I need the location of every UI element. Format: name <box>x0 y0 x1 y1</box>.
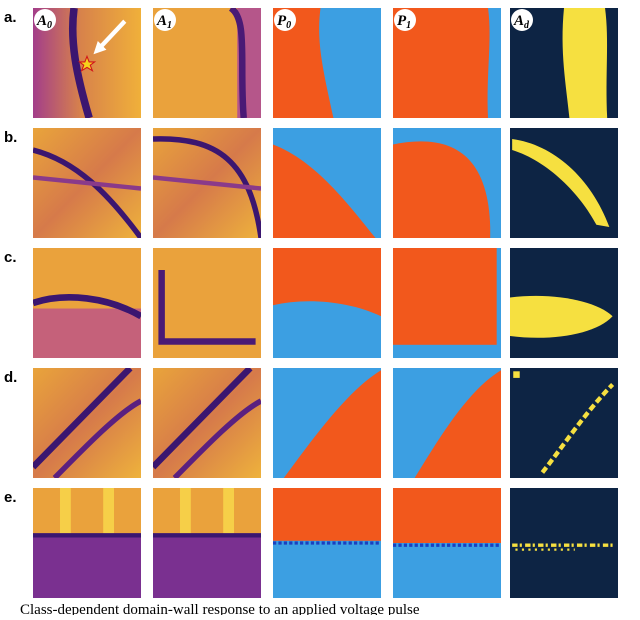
shape <box>153 175 261 191</box>
panel <box>510 248 618 358</box>
shape <box>393 543 501 598</box>
shape <box>68 8 93 118</box>
panel <box>33 128 141 238</box>
shape <box>273 248 381 317</box>
shape <box>33 368 141 478</box>
shape <box>393 141 491 238</box>
shape <box>540 382 615 474</box>
shape <box>228 8 247 118</box>
shape <box>153 534 261 598</box>
shape: A <box>513 13 524 29</box>
shape <box>154 9 176 31</box>
shape <box>52 398 141 478</box>
shape <box>158 270 256 345</box>
panel <box>510 368 618 478</box>
row-label: c. <box>4 249 17 266</box>
shape <box>274 9 296 31</box>
shape <box>153 368 261 478</box>
panel <box>273 488 381 598</box>
shape: 1 <box>406 20 411 31</box>
shape <box>510 295 613 338</box>
column-label: A1 <box>156 13 172 31</box>
shape <box>60 488 71 535</box>
shape <box>172 398 261 478</box>
panel <box>33 368 141 478</box>
shape <box>273 8 334 118</box>
shape <box>511 9 533 31</box>
shape: 0 <box>47 20 52 31</box>
shape <box>414 370 501 478</box>
shape <box>153 368 253 470</box>
shape <box>33 368 133 470</box>
shape: d <box>524 20 530 31</box>
shape: A <box>156 13 167 29</box>
panel <box>153 488 261 598</box>
panel <box>393 488 501 598</box>
row-label: b. <box>4 129 17 146</box>
column-label: A0 <box>36 13 52 31</box>
shape <box>562 8 608 118</box>
caption: Class-dependent domain-wall response to … <box>20 602 420 615</box>
panel <box>153 128 261 238</box>
panel <box>510 488 618 598</box>
shape: 0 <box>286 20 291 31</box>
row-label: e. <box>4 489 17 506</box>
shape <box>393 248 497 345</box>
row-label: d. <box>4 369 17 386</box>
shape <box>510 368 618 478</box>
panel <box>153 368 261 478</box>
panel <box>273 248 381 358</box>
shape <box>33 308 141 358</box>
panel <box>393 368 501 478</box>
panel <box>273 128 381 238</box>
shape <box>510 488 618 598</box>
column-label: Ad <box>513 13 530 31</box>
shape <box>273 540 381 598</box>
panel <box>273 8 381 118</box>
shape <box>180 488 191 535</box>
shape <box>394 9 416 31</box>
shape <box>98 19 127 50</box>
shape <box>393 8 490 118</box>
shape <box>34 9 56 31</box>
column-labels <box>34 9 533 31</box>
shape <box>33 294 141 320</box>
shape <box>33 175 141 191</box>
shape <box>513 371 520 378</box>
column-label: P1 <box>397 13 411 31</box>
shape <box>283 370 381 478</box>
shape: A <box>36 13 47 29</box>
shape <box>273 144 376 238</box>
shape <box>512 139 610 227</box>
shape: P <box>397 13 407 29</box>
shape <box>33 534 141 598</box>
panel <box>393 248 501 358</box>
row-label: a. <box>4 9 17 26</box>
shape <box>77 54 97 73</box>
panel <box>510 128 618 238</box>
panel <box>33 488 141 598</box>
panel <box>273 368 381 478</box>
panel <box>153 248 261 358</box>
column-label: P0 <box>277 13 291 31</box>
panel <box>393 128 501 238</box>
panel <box>33 248 141 358</box>
shape <box>103 488 114 535</box>
shape: 1 <box>167 20 172 31</box>
shape <box>223 488 234 535</box>
shape: P <box>277 13 287 29</box>
shape <box>153 136 261 238</box>
